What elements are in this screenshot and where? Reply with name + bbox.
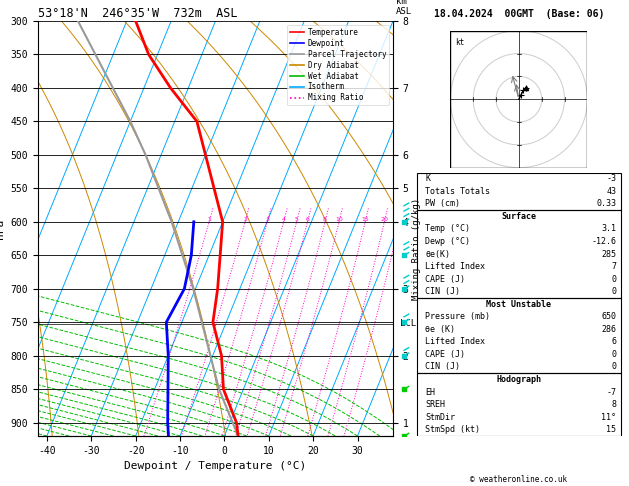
Bar — [417, 210, 621, 298]
Text: K: K — [425, 174, 430, 183]
Text: 15: 15 — [606, 425, 616, 434]
Text: 10: 10 — [335, 217, 343, 222]
Text: SREH: SREH — [425, 400, 445, 409]
Text: 1: 1 — [207, 217, 211, 222]
Text: 15: 15 — [361, 217, 369, 222]
Text: 650: 650 — [601, 312, 616, 321]
Text: 43: 43 — [606, 187, 616, 196]
X-axis label: Dewpoint / Temperature (°C): Dewpoint / Temperature (°C) — [125, 461, 306, 471]
Text: 53°18'N  246°35'W  732m  ASL: 53°18'N 246°35'W 732m ASL — [38, 7, 238, 20]
Text: EH: EH — [425, 388, 435, 397]
Bar — [417, 173, 621, 210]
Text: Lifted Index: Lifted Index — [425, 262, 486, 271]
Text: -3: -3 — [606, 174, 616, 183]
Text: Hodograph: Hodograph — [496, 375, 542, 384]
Text: 2: 2 — [243, 217, 247, 222]
Legend: Temperature, Dewpoint, Parcel Trajectory, Dry Adiabat, Wet Adiabat, Isotherm, Mi: Temperature, Dewpoint, Parcel Trajectory… — [287, 25, 389, 105]
Text: 286: 286 — [601, 325, 616, 334]
Bar — [417, 298, 621, 373]
Text: -7: -7 — [606, 388, 616, 397]
Bar — [417, 373, 621, 436]
Text: 0: 0 — [611, 363, 616, 371]
Text: Pressure (mb): Pressure (mb) — [425, 312, 491, 321]
Text: 18.04.2024  00GMT  (Base: 06): 18.04.2024 00GMT (Base: 06) — [433, 9, 604, 18]
Text: LCL: LCL — [400, 319, 416, 328]
Text: -12.6: -12.6 — [591, 237, 616, 246]
Text: Temp (°C): Temp (°C) — [425, 225, 470, 233]
Text: Most Unstable: Most Unstable — [486, 300, 552, 309]
Text: 0: 0 — [611, 287, 616, 296]
Text: 0: 0 — [611, 350, 616, 359]
Text: θe (K): θe (K) — [425, 325, 455, 334]
Text: CAPE (J): CAPE (J) — [425, 350, 465, 359]
Text: StmSpd (kt): StmSpd (kt) — [425, 425, 481, 434]
Text: CIN (J): CIN (J) — [425, 363, 460, 371]
Text: 11°: 11° — [601, 413, 616, 422]
Text: 5: 5 — [295, 217, 299, 222]
Text: 8: 8 — [323, 217, 327, 222]
Text: kt: kt — [455, 37, 464, 47]
Text: 20: 20 — [381, 217, 388, 222]
Text: Totals Totals: Totals Totals — [425, 187, 491, 196]
Text: 3.1: 3.1 — [601, 225, 616, 233]
Text: Mixing Ratio (g/kg): Mixing Ratio (g/kg) — [413, 198, 421, 300]
Text: CAPE (J): CAPE (J) — [425, 275, 465, 284]
Text: PW (cm): PW (cm) — [425, 199, 460, 208]
Text: StmDir: StmDir — [425, 413, 455, 422]
Text: 7: 7 — [611, 262, 616, 271]
Text: 8: 8 — [611, 400, 616, 409]
Text: CIN (J): CIN (J) — [425, 287, 460, 296]
Text: Dewp (°C): Dewp (°C) — [425, 237, 470, 246]
Text: 285: 285 — [601, 250, 616, 259]
Text: Lifted Index: Lifted Index — [425, 337, 486, 347]
Text: © weatheronline.co.uk: © weatheronline.co.uk — [470, 474, 567, 484]
Text: 0: 0 — [611, 275, 616, 284]
Text: 4: 4 — [282, 217, 286, 222]
Text: 3: 3 — [265, 217, 269, 222]
Text: 0.33: 0.33 — [596, 199, 616, 208]
Bar — [450, 31, 587, 168]
Text: 6: 6 — [611, 337, 616, 347]
Text: θe(K): θe(K) — [425, 250, 450, 259]
Text: 6: 6 — [306, 217, 309, 222]
Text: km
ASL: km ASL — [396, 0, 412, 16]
Y-axis label: hPa: hPa — [0, 218, 5, 239]
Text: Surface: Surface — [501, 212, 537, 221]
